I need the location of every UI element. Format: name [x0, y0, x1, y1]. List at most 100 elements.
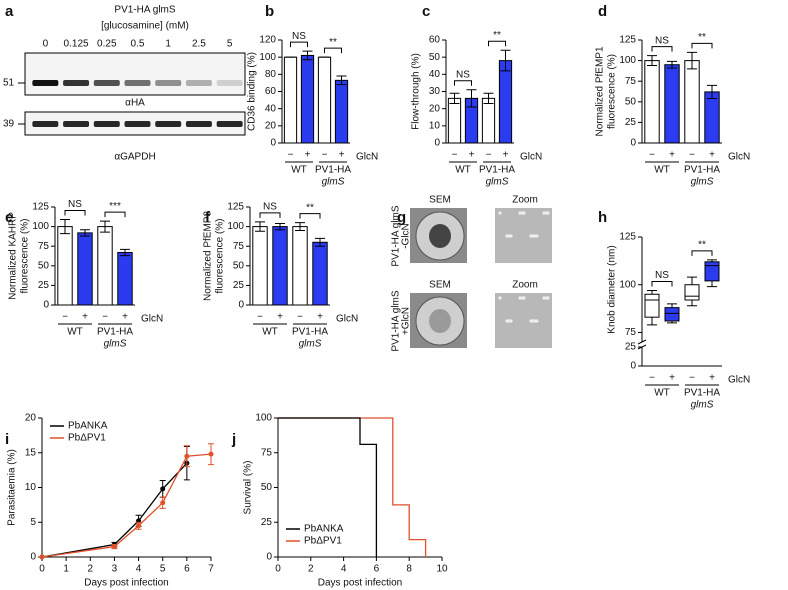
bar	[292, 226, 308, 306]
significance-label: **	[698, 240, 706, 251]
blot-band	[185, 80, 212, 86]
y-tick-label: 10	[429, 120, 441, 131]
y-tick-label: 0	[434, 138, 440, 149]
y-tick-label: 25	[261, 517, 273, 528]
x-tick-label: 10	[436, 564, 448, 575]
category-label: −	[486, 150, 492, 161]
group-label: glmS	[299, 339, 322, 350]
error-bar	[255, 221, 265, 232]
blot-subtitle: [glucosamine] (mM)	[101, 21, 189, 32]
column-label: SEM	[429, 280, 451, 291]
y-axis-label: fluorescence (%)	[607, 54, 618, 129]
group-label: PV1-HA	[292, 327, 328, 338]
x-axis-label: GlcN	[356, 152, 378, 163]
bar	[704, 91, 720, 144]
y-tick-label: 60	[265, 86, 277, 97]
category-label: −	[102, 312, 108, 323]
y-tick-label: 75	[233, 241, 245, 252]
bar	[481, 97, 496, 144]
marker	[136, 523, 142, 529]
knob	[518, 211, 522, 215]
error-bar	[120, 248, 130, 257]
lane-label: 5	[227, 39, 233, 50]
y-tick-label: 0	[630, 361, 636, 372]
significance-bracket	[454, 80, 472, 86]
category-label: −	[649, 150, 655, 161]
category-label: +	[122, 312, 128, 323]
axis-break	[637, 339, 647, 345]
y-axis-label: fluorescence (%)	[20, 218, 31, 293]
category-label: +	[82, 312, 88, 323]
panel-letter: d	[598, 3, 607, 20]
error-bar	[466, 89, 477, 108]
category-label: +	[339, 150, 345, 161]
error-bar	[315, 237, 325, 247]
y-tick-label: 125	[619, 232, 636, 243]
y-axis-label: Knob diameter (nm)	[607, 245, 618, 333]
blot-band	[32, 80, 59, 86]
blot-band	[216, 121, 243, 127]
y-tick-label: 100	[619, 55, 636, 66]
y-tick-label: 75	[625, 76, 637, 87]
y-tick-label: 50	[429, 52, 441, 63]
category-label: −	[257, 312, 263, 323]
bar	[644, 60, 660, 144]
knob	[505, 234, 509, 238]
category-label: +	[669, 373, 675, 384]
group-label: glmS	[104, 339, 127, 350]
category-label: −	[322, 150, 328, 161]
y-tick-label: 100	[259, 52, 276, 63]
panel-letter: b	[265, 3, 274, 20]
category-label: −	[452, 150, 458, 161]
x-tick-label: 4	[341, 564, 347, 575]
y-tick-label: 25	[38, 280, 50, 291]
error-bar	[275, 222, 285, 231]
blot-band	[124, 121, 151, 127]
significance-bracket	[488, 40, 506, 47]
category-label: +	[317, 312, 323, 323]
error-bar	[500, 49, 511, 72]
significance-label: NS	[68, 199, 82, 210]
error-bar	[302, 50, 313, 61]
error-bar	[687, 51, 697, 70]
blot-band	[216, 80, 243, 86]
knob	[505, 319, 509, 323]
whisker	[687, 300, 697, 307]
knob	[498, 211, 502, 215]
y-axis-label: Normalized PfEMP3	[203, 211, 214, 301]
cell-pit	[429, 309, 451, 333]
category-label: +	[469, 150, 475, 161]
y-axis-label: Normalized KAHRP	[8, 212, 19, 300]
bar	[117, 251, 133, 306]
y-tick-label: 0	[30, 552, 36, 563]
bar	[312, 241, 328, 306]
group-label: WT	[654, 388, 670, 399]
error-bar	[60, 219, 70, 235]
significance-bracket	[299, 213, 321, 219]
knob	[529, 234, 533, 238]
y-tick-label: 125	[227, 202, 244, 213]
blot-label: αHA	[125, 98, 145, 109]
group-label: glmS	[322, 177, 345, 188]
knob	[542, 211, 546, 215]
lane-label: 0.25	[97, 39, 117, 50]
row-label: PV1-HA glmS	[391, 290, 402, 351]
error-bar	[667, 60, 677, 69]
y-tick-label: 25	[625, 342, 637, 353]
y-axis-label: Flow-through (%)	[411, 53, 422, 130]
group-label: WT	[291, 165, 307, 176]
y-tick-label: 75	[625, 327, 637, 338]
y-axis-label: CD36 binding (%)	[247, 52, 258, 131]
y-tick-label: 75	[261, 447, 273, 458]
blot-title: PV1-HA glmS	[114, 5, 175, 16]
group-label: WT	[262, 327, 278, 338]
y-tick-label: 125	[619, 35, 636, 46]
marker	[39, 554, 45, 560]
row-label: +GlcN	[401, 307, 412, 335]
significance-label: NS	[655, 270, 669, 281]
significance-bracket	[691, 250, 713, 256]
significance-bracket	[651, 280, 673, 287]
error-bar	[295, 222, 305, 232]
